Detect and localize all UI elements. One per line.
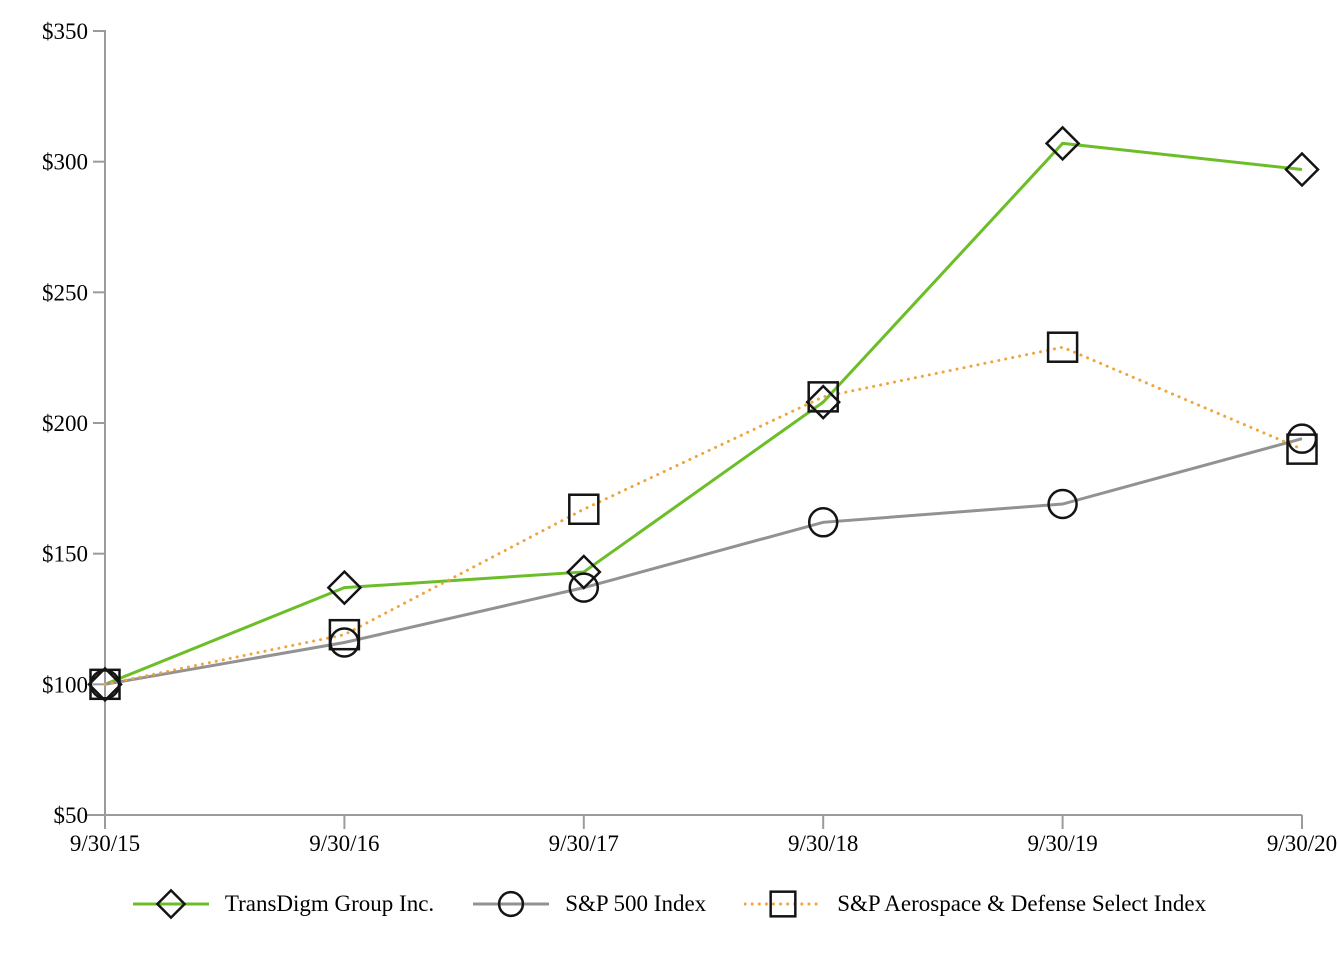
svg-text:$100: $100 bbox=[42, 672, 88, 697]
svg-text:$300: $300 bbox=[42, 150, 88, 175]
legend-label-transdigm: TransDigm Group Inc. bbox=[224, 891, 435, 916]
svg-text:$150: $150 bbox=[42, 542, 88, 567]
svg-text:$250: $250 bbox=[42, 280, 88, 305]
legend-item-transdigm: TransDigm Group Inc. bbox=[132, 884, 434, 924]
legend-label-sp500: S&P 500 Index bbox=[565, 891, 707, 916]
square-marker-icon bbox=[744, 890, 823, 918]
diamond-marker-icon bbox=[132, 888, 209, 920]
svg-text:9/30/17: 9/30/17 bbox=[549, 831, 619, 856]
legend-item-aerospace: S&P Aerospace & Defense Select Index bbox=[744, 884, 1206, 924]
svg-text:9/30/15: 9/30/15 bbox=[70, 831, 140, 856]
circle-marker-icon bbox=[473, 890, 550, 918]
chart-legend: TransDigm Group Inc. S&P 500 Index S&P A… bbox=[0, 884, 1338, 924]
svg-text:$200: $200 bbox=[42, 411, 88, 436]
svg-text:$50: $50 bbox=[54, 803, 89, 828]
svg-text:$350: $350 bbox=[42, 19, 88, 44]
svg-text:9/30/16: 9/30/16 bbox=[309, 831, 379, 856]
svg-text:9/30/19: 9/30/19 bbox=[1027, 831, 1097, 856]
legend-item-sp500: S&P 500 Index bbox=[472, 884, 706, 924]
svg-text:9/30/18: 9/30/18 bbox=[788, 831, 858, 856]
svg-text:9/30/20: 9/30/20 bbox=[1267, 831, 1337, 856]
legend-label-aerospace: S&P Aerospace & Defense Select Index bbox=[837, 891, 1207, 916]
